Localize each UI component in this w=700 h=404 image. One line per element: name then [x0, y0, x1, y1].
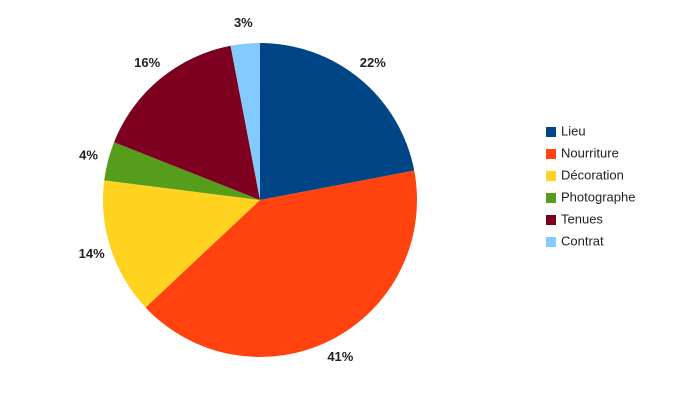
- value-label: 3%: [234, 15, 253, 30]
- pie-slice: [114, 45, 261, 201]
- value-label: 14%: [79, 246, 105, 261]
- legend-label: Nourriture: [561, 145, 619, 160]
- pie-slice: [104, 142, 260, 200]
- value-label: 16%: [134, 55, 160, 70]
- legend-label: Décoration: [561, 167, 624, 182]
- legend-swatch: [546, 215, 556, 225]
- pie-slice: [102, 180, 260, 308]
- legend-swatch: [546, 193, 556, 203]
- legend-label: Photographe: [561, 189, 635, 204]
- value-label: 4%: [79, 147, 98, 162]
- legend-label: Contrat: [561, 233, 604, 248]
- value-label: 41%: [327, 349, 353, 364]
- legend-swatch: [546, 237, 556, 247]
- pie-slice: [260, 43, 415, 200]
- legend-swatch: [546, 149, 556, 159]
- pie-slice: [230, 43, 260, 200]
- pie-slice: [145, 170, 417, 357]
- legend-label: Tenues: [561, 211, 603, 226]
- legend-label: Lieu: [561, 123, 586, 138]
- legend-swatch: [546, 171, 556, 181]
- value-label: 22%: [360, 55, 386, 70]
- legend-swatch: [546, 127, 556, 137]
